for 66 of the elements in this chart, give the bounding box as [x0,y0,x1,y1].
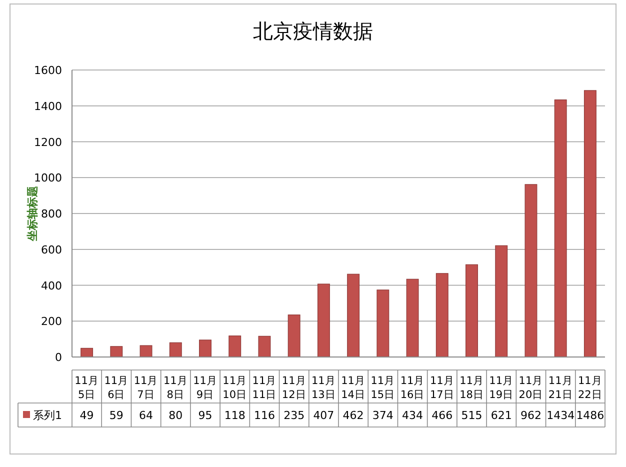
bar [110,346,123,358]
bar [406,278,419,358]
x-tick-label: 11月22日 [578,375,602,401]
data-label: 434 [402,409,424,422]
x-tick-label: 11月20日 [518,375,544,401]
bar [376,290,390,358]
bar [228,336,242,358]
data-label: 621 [490,409,512,422]
x-tick-label: 11月7日 [134,375,158,401]
y-tick-label: 1200 [34,136,62,149]
y-tick-label: 1400 [34,100,62,113]
data-label: 962 [520,409,542,422]
x-tick-label: 11月10日 [222,375,248,401]
bar [466,264,478,358]
data-label: 80 [168,409,183,422]
x-tick-label: 11月12日 [282,375,306,401]
y-tick-label: 400 [41,279,62,292]
bar [288,314,300,358]
x-tick-label: 11月6日 [104,375,129,401]
data-label: 374 [372,409,394,422]
data-label: 116 [254,409,275,422]
y-tick-label: 600 [41,243,62,256]
bar [317,284,330,358]
data-label: 118 [224,409,246,422]
x-tick-label: 11月16日 [400,375,425,401]
bar [199,340,212,358]
x-tick-label: 11月13日 [312,375,336,401]
y-tick-label: 0 [55,351,62,364]
bar [495,245,508,358]
legend-label: 系列1 [33,409,62,422]
data-label: 64 [139,409,154,422]
bar [169,342,182,358]
y-tick-label: 1000 [34,172,62,185]
data-label: 462 [342,409,364,422]
y-tick-label: 800 [41,208,62,220]
data-label: 407 [313,409,334,422]
data-label: 466 [432,409,453,422]
x-tick-label: 11月9日 [193,375,218,401]
x-tick-label: 11月18日 [460,375,484,401]
bar [554,99,567,358]
x-tick-label: 11月19日 [489,375,514,401]
y-tick-label: 200 [41,315,62,328]
chart-title: 北京疫情数据 [253,19,373,43]
y-tick-label: 1600 [34,64,62,77]
bar [80,348,94,358]
data-label: 515 [461,409,482,422]
bar [347,274,360,358]
x-tick-label: 11月11日 [252,375,277,401]
data-label: 49 [80,409,94,422]
bar [436,273,448,358]
bar [258,336,271,358]
data-label: 95 [198,409,212,422]
bar [140,345,152,358]
data-label: 59 [109,409,124,422]
data-label: 235 [284,409,305,422]
x-tick-label: 11月14日 [341,375,366,401]
x-tick-label: 11月17日 [430,375,454,401]
x-tick-label: 11月15日 [370,375,396,401]
x-tick-label: 11月5日 [74,375,99,401]
x-tick-label: 11月21日 [548,375,573,401]
data-label: 1434 [546,409,575,422]
x-tick-label: 11月8日 [163,375,188,401]
bar [584,90,596,358]
bar [524,184,538,358]
y-axis-title: 坐标轴标题 [26,186,39,242]
data-label: 1486 [576,409,604,422]
